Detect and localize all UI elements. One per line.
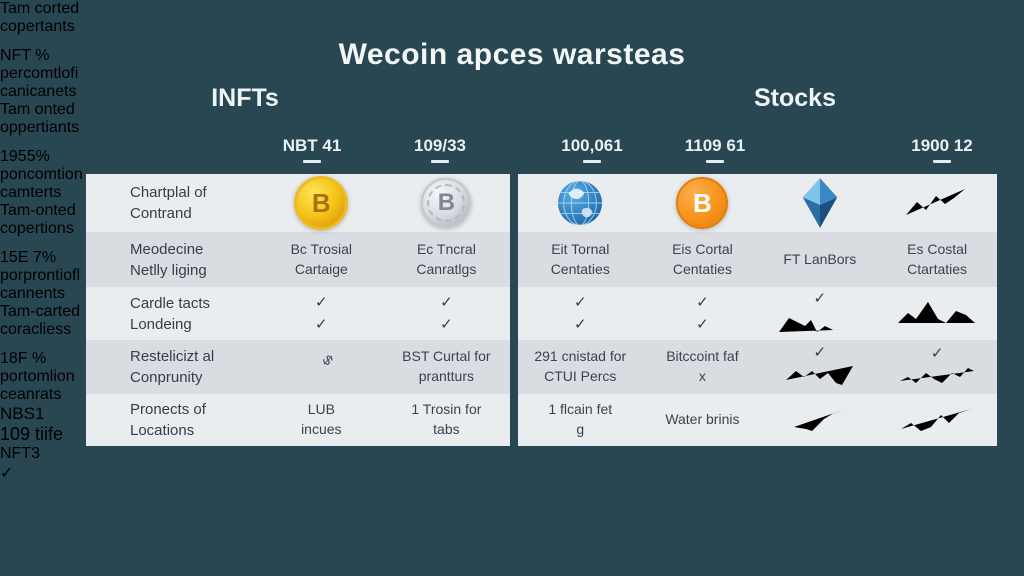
table-cell: Bitccoint faf x <box>666 348 739 384</box>
table-cell <box>877 394 997 446</box>
section-header-nfts: INFTs <box>211 84 279 112</box>
table-cell: 291 cnistad for CTUI Percs <box>534 348 627 384</box>
column-header-2: 109/33 <box>380 136 500 163</box>
orange-bitcoin-coin-icon: B <box>676 177 729 229</box>
column-header-3: 100,061 <box>532 136 652 163</box>
check-icon: ✓ <box>440 315 453 333</box>
table-row: Pronects of Locations LUB incues 1 Trosi… <box>86 394 510 446</box>
table-cell: FT LanBors <box>783 250 857 267</box>
check-icon: ✓ <box>315 315 328 333</box>
table-row: Meodecine Netlly liging Bc Trosial Carta… <box>86 232 510 287</box>
row-label: Pronects of Locations <box>130 401 206 439</box>
table-cell: ✓ <box>877 340 997 394</box>
check-icon: ✓ <box>813 343 827 361</box>
table-cell: ✓ ✓ <box>260 287 383 340</box>
check-icon: ✓ <box>930 344 944 362</box>
stocks-table: B Eit Tornal Centaties <box>518 174 997 446</box>
rising-line-chart-icon <box>793 409 846 431</box>
page-title: Wecoin apces warsteas <box>338 38 686 71</box>
btc-symbol: B <box>311 187 331 218</box>
footer-check-icon: ✓ <box>0 465 14 482</box>
table-row: 1 flcain fet g Water brinis <box>518 394 997 446</box>
table-cell: BST Curtal for prantturs <box>402 348 491 384</box>
section-header-stocks: Stocks <box>754 84 836 112</box>
check-icon: ✓ <box>440 293 453 311</box>
table-cell: ✓ <box>762 287 877 340</box>
dollar-symbol: $ <box>319 351 337 369</box>
silver-bitcoin-coin-icon: B <box>421 178 472 228</box>
footer-label-nbs1: NBS1 <box>0 404 45 423</box>
table-cell: 1 Trosin for tabs <box>411 401 482 437</box>
row-label: Meodecine Netlly liging <box>130 240 207 279</box>
table-cell: Eis Cortal Centaties <box>672 240 733 277</box>
table-cell <box>877 287 997 340</box>
table-row: Cardle tacts Londeing ✓ ✓ ✓ ✓ <box>86 287 510 340</box>
line-chart-icon <box>906 189 966 215</box>
table-cell: Water brinis <box>665 411 740 428</box>
orange-line-chart-icon <box>778 318 861 332</box>
orange-line-chart-icon <box>898 301 976 323</box>
globe-icon <box>558 180 603 226</box>
footer-value-109: 109 tiife <box>0 424 64 444</box>
table-cell: ✓ ✓ <box>383 287 510 340</box>
table-cell: 1 flcain fet g <box>548 401 613 437</box>
check-icon: ✓ <box>315 293 328 311</box>
check-icon: ✓ <box>813 290 827 307</box>
btc-symbol: B <box>693 187 712 218</box>
check-icon: ✓ <box>573 293 587 311</box>
blue-diamond-icon <box>802 178 837 228</box>
blue-line-chart-icon <box>900 367 975 383</box>
column-header-6: 1900 12 <box>882 136 1002 163</box>
table-row: Chartplal of Contrand B B <box>86 174 510 232</box>
btc-symbol: B <box>437 189 456 217</box>
table-cell: ✓ ✓ <box>643 287 763 340</box>
row-label: Chartplal of Contrand <box>130 184 207 222</box>
footer-label-nft3: NFT3 <box>0 445 40 462</box>
table-cell: ✓ ✓ <box>518 287 643 340</box>
check-icon: ✓ <box>573 315 587 333</box>
gold-dollar-diamond-icon: $ <box>294 340 348 394</box>
table-cell: Bc Trosial Cartaige <box>290 240 353 277</box>
footer-note-col4: Tam-carted coracliess 18F % portomlion c… <box>0 303 81 403</box>
column-header-4: 1109 61 <box>655 136 775 163</box>
column-header-1: NBT 41 <box>252 136 372 163</box>
table-cell: Eit Tornal Centaties <box>550 240 610 277</box>
table-cell: Es Costal Ctartaties <box>907 240 968 277</box>
gold-bitcoin-coin-icon: B <box>294 176 349 230</box>
table-cell <box>762 394 877 446</box>
rising-line-chart-icon <box>901 409 972 431</box>
table-cell: LUB incues <box>301 401 342 437</box>
row-label: Restelicizt al Conprunity <box>130 348 215 386</box>
footer-note-col3: Tam-onted copertions 15E 7% porprontiofl… <box>0 202 81 302</box>
check-icon: ✓ <box>696 315 709 333</box>
check-icon: ✓ <box>696 293 709 311</box>
blue-line-chart-icon <box>785 365 853 385</box>
row-label: Cardle tacts Londeing <box>130 294 211 333</box>
table-row: ✓ ✓ ✓ ✓ ✓ <box>518 287 997 340</box>
table-row: B <box>518 174 997 232</box>
table-cell: ✓ <box>762 340 877 394</box>
table-row: Eit Tornal Centaties Eis Cortal Centatie… <box>518 232 997 287</box>
footer-note-col2: Tam onted oppertiants 1955% poncomtion c… <box>0 101 83 201</box>
table-cell: Ec Tncral Canratlgs <box>416 240 477 277</box>
nfts-table: Chartplal of Contrand B B Meodecine Netl… <box>86 174 510 446</box>
table-row: 291 cnistad for CTUI Percs Bitccoint faf… <box>518 340 997 394</box>
table-row: Restelicizt al Conprunity $ BST Curtal f… <box>86 340 510 394</box>
footer-note-col1: Tam corted copertants NFT % percomtlofi … <box>0 0 80 100</box>
